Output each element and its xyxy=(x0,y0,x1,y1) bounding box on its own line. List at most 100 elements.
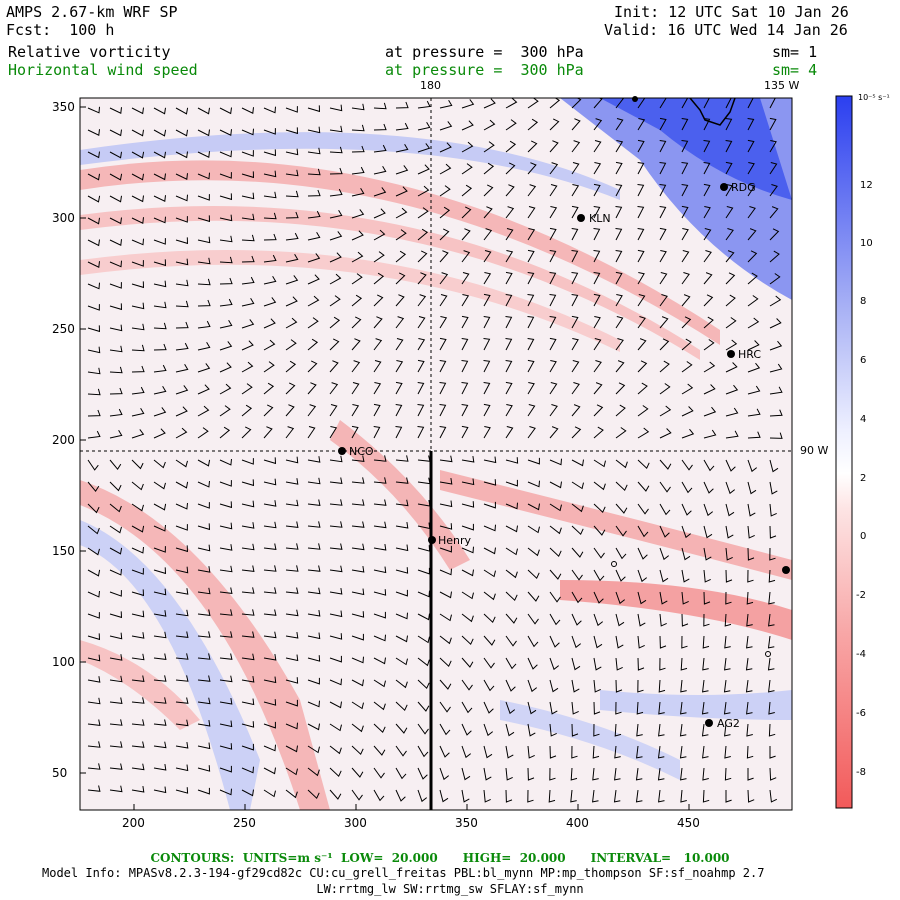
wind-barb xyxy=(241,789,254,797)
wind-barb xyxy=(659,338,670,351)
wind-barb xyxy=(747,340,760,351)
wind-barb xyxy=(175,524,188,531)
wind-barb xyxy=(439,404,447,417)
wind-barb xyxy=(219,587,233,594)
wind-barb xyxy=(461,501,475,508)
wind-barb xyxy=(549,206,558,219)
wind-barb xyxy=(395,272,406,285)
wind-barb xyxy=(373,745,386,756)
wind-barb xyxy=(703,569,711,583)
wind-barb xyxy=(373,187,387,197)
wind-barb xyxy=(549,337,557,351)
wind-barb xyxy=(658,723,665,737)
wind-barb xyxy=(351,767,364,778)
wind-barb xyxy=(659,227,667,241)
wind-barb xyxy=(483,569,496,578)
wind-barb xyxy=(527,657,538,670)
wind-barb xyxy=(680,767,687,781)
wind-barb xyxy=(109,503,122,513)
wind-barb xyxy=(153,786,167,794)
wind-barb xyxy=(351,187,365,197)
wind-barb xyxy=(461,120,474,131)
wind-barb xyxy=(658,701,665,715)
wind-barb xyxy=(351,701,364,710)
wind-barb xyxy=(615,613,625,627)
station-label-henry: Henry xyxy=(438,534,472,547)
wind-barb xyxy=(659,250,667,263)
wind-barb xyxy=(768,569,776,583)
wind-barb xyxy=(769,767,777,781)
wind-barb xyxy=(637,228,645,241)
wind-barb xyxy=(351,566,365,573)
wind-barb xyxy=(702,767,709,781)
wind-barb xyxy=(725,317,737,329)
wind-barb xyxy=(725,503,735,517)
wind-barb xyxy=(461,478,475,486)
wind-barb xyxy=(769,295,782,307)
wind-barb xyxy=(87,282,100,290)
wind-barb xyxy=(461,360,469,373)
wind-barb xyxy=(395,294,405,307)
wind-barb xyxy=(241,234,255,242)
wind-barb xyxy=(395,635,408,643)
wind-barb xyxy=(153,719,167,726)
wind-barb xyxy=(175,764,189,772)
wind-barb xyxy=(659,206,667,219)
wind-barb xyxy=(351,360,361,373)
wind-barb xyxy=(263,212,277,220)
wind-barb xyxy=(131,610,145,618)
wind-barb xyxy=(197,480,210,488)
wind-barb xyxy=(549,503,562,512)
wind-barb xyxy=(87,612,100,619)
wind-barb xyxy=(681,162,689,175)
wind-barb xyxy=(439,767,450,781)
wind-barb xyxy=(527,184,537,197)
wind-barb xyxy=(439,455,453,463)
wind-barb xyxy=(373,123,387,131)
wind-barb xyxy=(593,525,606,536)
wind-barb xyxy=(197,405,210,417)
wind-barb xyxy=(527,294,535,307)
wind-barb xyxy=(571,503,584,513)
wind-barb xyxy=(351,745,364,756)
wind-barb xyxy=(746,701,753,715)
wind-barb xyxy=(263,149,277,157)
wind-barb xyxy=(373,360,382,373)
meridian-180-label: 180 xyxy=(420,79,441,92)
wind-barb xyxy=(637,249,645,263)
wind-barb xyxy=(109,568,122,576)
station-dot-edge xyxy=(782,566,790,574)
station-label-nco: NCO xyxy=(349,445,374,458)
wind-barb xyxy=(175,385,189,395)
wind-barb xyxy=(659,503,671,516)
wind-barb xyxy=(241,150,254,157)
wind-barb xyxy=(659,657,666,671)
wind-barb xyxy=(351,425,359,439)
wind-barb xyxy=(373,403,381,417)
wind-barb xyxy=(571,272,579,285)
wind-barb xyxy=(219,214,233,222)
wind-barb xyxy=(549,481,562,489)
wind-barb xyxy=(373,229,386,241)
wind-barb xyxy=(505,591,518,602)
wind-barb xyxy=(570,767,578,781)
wind-barb xyxy=(571,98,582,109)
wind-barb xyxy=(483,119,496,131)
wind-barb xyxy=(87,261,100,268)
wind-barb xyxy=(637,525,649,538)
wind-barb xyxy=(681,406,694,417)
wind-barb xyxy=(263,361,275,373)
wind-barb xyxy=(329,633,343,640)
wind-barb xyxy=(483,382,491,395)
wind-barb xyxy=(351,679,364,687)
wind-barb xyxy=(505,162,516,175)
y-tick-label: 300 xyxy=(52,211,75,225)
wind-barb xyxy=(769,525,777,539)
wind-barb xyxy=(570,789,577,803)
wind-barb xyxy=(307,274,320,285)
wind-barb xyxy=(131,481,144,491)
wind-barb xyxy=(593,316,601,329)
wind-barb xyxy=(439,163,452,175)
wind-barb xyxy=(769,409,783,417)
wind-barb xyxy=(153,567,167,575)
